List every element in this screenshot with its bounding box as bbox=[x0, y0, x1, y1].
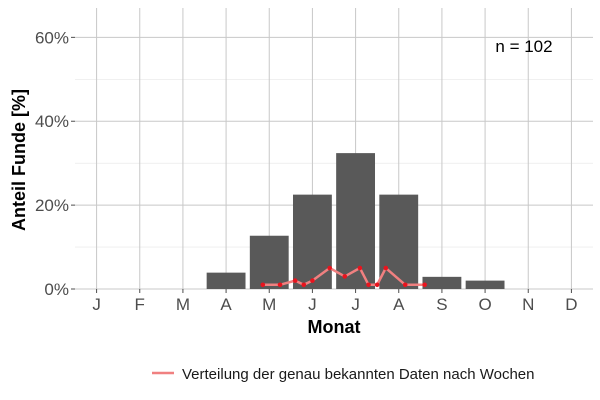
line-point bbox=[292, 278, 298, 283]
line-point bbox=[301, 282, 307, 288]
bars-layer bbox=[206, 153, 505, 289]
line-point bbox=[402, 282, 408, 288]
bar bbox=[292, 194, 332, 289]
bar bbox=[422, 276, 462, 289]
x-tick-label: J bbox=[351, 295, 360, 314]
x-tick-label: J bbox=[92, 295, 101, 314]
line-point bbox=[357, 265, 363, 271]
x-tick-label: A bbox=[220, 295, 232, 314]
y-tick-label: 40% bbox=[35, 112, 69, 131]
line-point bbox=[277, 282, 283, 288]
bar bbox=[379, 194, 419, 289]
line-layer bbox=[260, 265, 427, 288]
x-axis-title: Monat bbox=[308, 317, 361, 337]
y-tick-label: 60% bbox=[35, 28, 69, 47]
legend-label: Verteilung der genau bekannten Daten nac… bbox=[182, 366, 535, 383]
x-tick-label: A bbox=[393, 295, 405, 314]
line-point bbox=[342, 274, 348, 279]
y-tick-label: 0% bbox=[44, 280, 69, 299]
bar bbox=[465, 280, 505, 289]
bar bbox=[206, 272, 246, 289]
line-point bbox=[366, 282, 371, 288]
line-point bbox=[374, 282, 380, 288]
line-point bbox=[260, 282, 266, 288]
line-point bbox=[422, 282, 427, 288]
line-point bbox=[327, 265, 332, 271]
line-point bbox=[383, 265, 389, 271]
legend: Verteilung der genau bekannten Daten nac… bbox=[152, 366, 535, 383]
x-tick-label: M bbox=[176, 295, 190, 314]
line-point bbox=[310, 278, 315, 283]
x-tick-label: O bbox=[478, 295, 491, 314]
x-tick-label: M bbox=[262, 295, 276, 314]
x-tick-label: F bbox=[135, 295, 145, 314]
x-tick-label: S bbox=[436, 295, 447, 314]
sample-size-annotation: n = 102 bbox=[495, 37, 552, 56]
y-axis-ticks: 0% 20% 40% 60% bbox=[35, 28, 75, 299]
bar bbox=[336, 153, 376, 289]
x-tick-label: D bbox=[565, 295, 577, 314]
x-tick-label: N bbox=[522, 295, 534, 314]
y-tick-label: 20% bbox=[35, 196, 69, 215]
x-tick-label: J bbox=[308, 295, 317, 314]
bar bbox=[249, 235, 289, 289]
y-axis-title: Anteil Funde [%] bbox=[9, 89, 29, 231]
